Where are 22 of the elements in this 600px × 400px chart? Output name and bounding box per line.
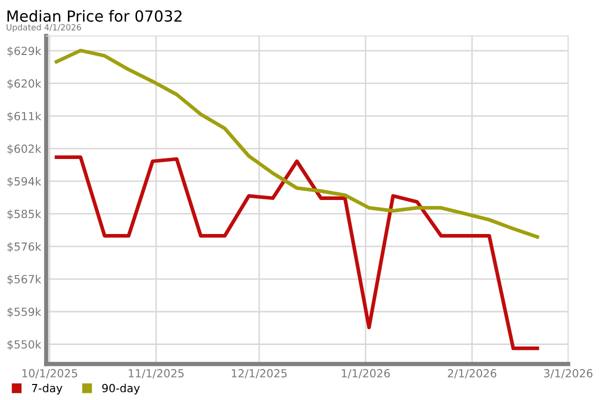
legend-label: 7-day [32,384,62,394]
y-tick-label: $550k [8,340,42,350]
line-series [54,48,540,239]
y-tick-label: $629k [8,46,42,57]
y-tick-label: $585k [8,210,42,220]
y-tick-label: $611k [8,112,42,122]
x-tick-label: 1/1/2026 [342,369,390,378]
x-tick-label: 11/1/2025 [128,369,184,378]
chart-title: Median Price for 07032 [8,10,182,22]
chart-subtitle: Updated 4/1/2026 [6,24,82,32]
legend-label: 90-day [102,384,140,394]
y-tick-label: $567k [8,274,42,285]
x-tick-label: 3/1/2026 [544,369,592,378]
line-series [54,155,540,350]
x-tick-label: 2/1/2026 [448,369,496,378]
y-tick-label: $559k [8,307,42,318]
y-tick-label: $594k [8,176,42,188]
y-tick-label: $576k [8,242,42,252]
x-tick-label: 10/1/2025 [22,369,78,378]
y-tick-label: $602k [8,144,42,154]
x-tick-label: 12/1/2025 [232,369,287,378]
y-tick-label: $620k [8,79,42,90]
